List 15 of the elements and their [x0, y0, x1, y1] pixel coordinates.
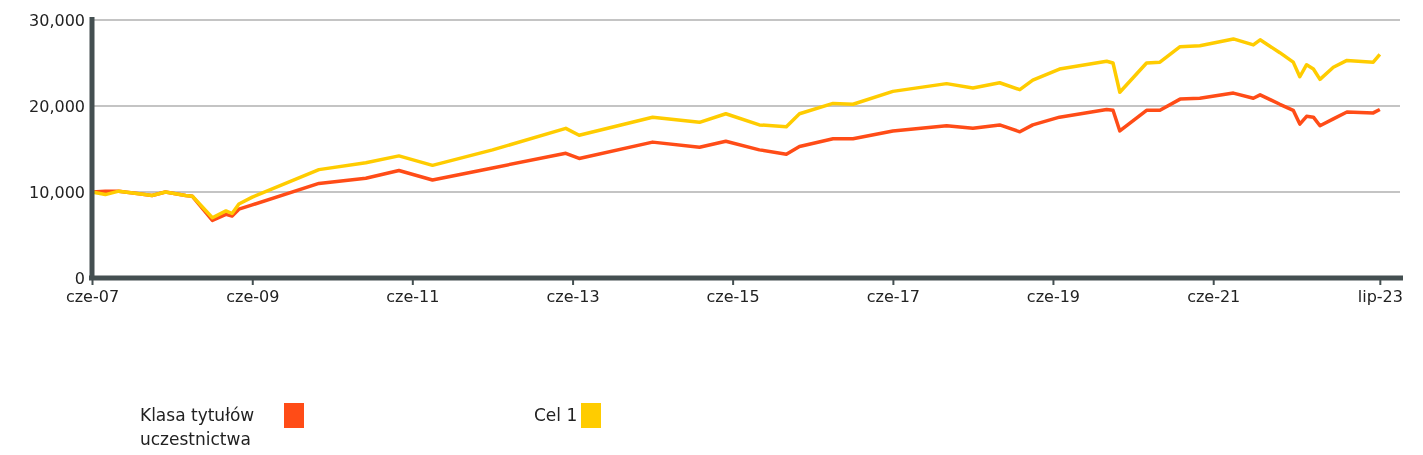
x-tick-label: cze-21 — [1187, 287, 1241, 307]
legend-label: Cel 1 — [534, 404, 578, 427]
y-tick-label: 30,000 — [29, 10, 85, 30]
x-tick-label: cze-13 — [546, 287, 600, 307]
x-tick-label: cze-17 — [866, 287, 920, 307]
x-tick-label: cze-15 — [706, 287, 760, 307]
y-tick-label: 0 — [74, 268, 85, 288]
y-tick-label: 20,000 — [29, 96, 85, 116]
x-tick-label: cze-19 — [1026, 287, 1081, 307]
x-tick-label: cze-07 — [65, 287, 120, 307]
legend-label: Klasa tytułów uczestnictwa — [140, 404, 256, 451]
x-tick-label: lip-23 — [1357, 287, 1403, 307]
x-tick-label: cze-11 — [386, 287, 440, 307]
x-tick-label: cze-09 — [226, 287, 280, 307]
y-tick-label: 10,000 — [29, 182, 85, 202]
